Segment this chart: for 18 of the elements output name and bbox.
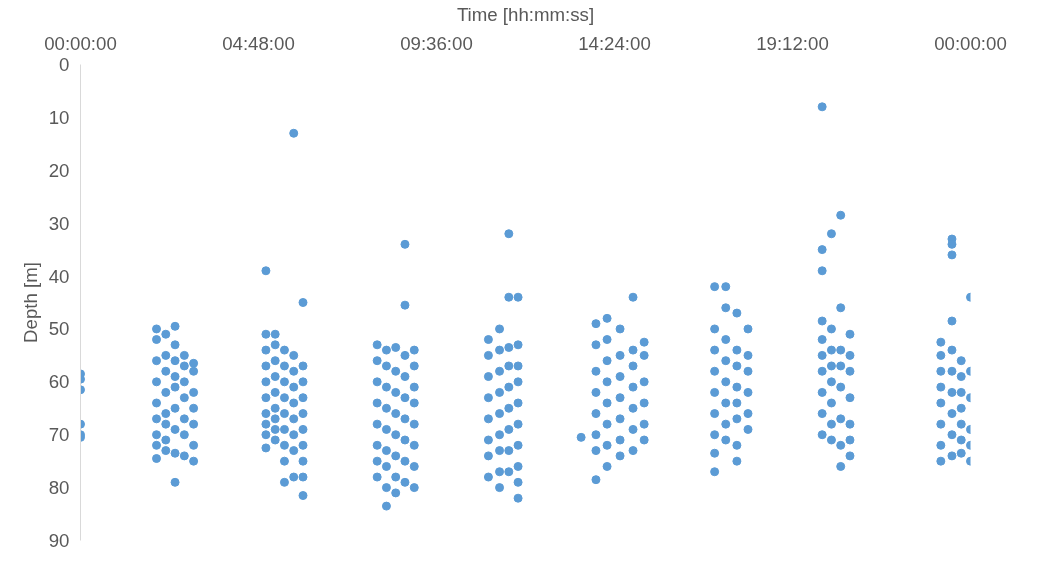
y-tick-label: 50 xyxy=(48,318,70,340)
y-tick-label: 10 xyxy=(48,106,70,128)
x-axis-title: Time [hh:mm:ss] xyxy=(456,3,595,25)
x-tick-label: 00:00:00 xyxy=(44,32,117,54)
x-tick-label: 14:24:00 xyxy=(578,32,651,54)
x-tick-label: 00:00:00 xyxy=(934,32,1007,54)
x-tick-label: 19:12:00 xyxy=(756,32,829,54)
y-tick-label: 90 xyxy=(48,530,70,551)
y-tick-label: 40 xyxy=(48,265,70,287)
y-tick-label: 60 xyxy=(48,371,70,393)
y-tick-label: 80 xyxy=(48,477,70,499)
y-axis-title: Depth [m] xyxy=(19,262,41,343)
y-tick-label: 20 xyxy=(48,159,70,181)
x-tick-label: 04:48:00 xyxy=(222,32,295,54)
y-tick-label: 70 xyxy=(48,424,70,446)
y-tick-label: 30 xyxy=(48,212,70,234)
y-tick-label: 0 xyxy=(59,54,70,75)
x-tick-label: 09:36:00 xyxy=(400,32,473,54)
